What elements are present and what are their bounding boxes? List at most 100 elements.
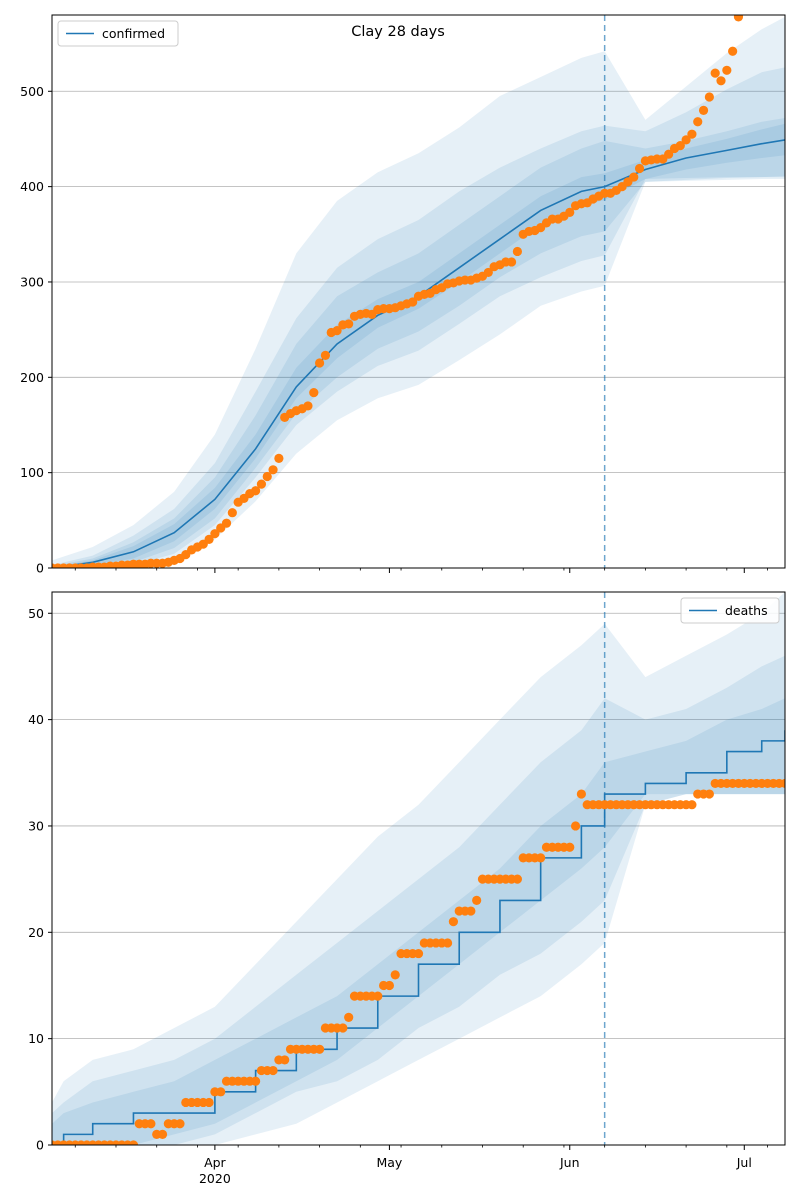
observed-point	[315, 358, 325, 368]
observed-point	[268, 1065, 278, 1076]
observed-point	[687, 129, 697, 139]
y-tick-label: 300	[20, 274, 44, 289]
legend-label: deaths	[725, 603, 768, 618]
observed-point	[320, 350, 331, 360]
observed-point	[570, 821, 581, 831]
observed-point	[146, 1119, 156, 1129]
observed-point	[390, 970, 400, 980]
x-tick-label: Jun	[559, 1155, 580, 1170]
y-tick-label: 100	[20, 465, 44, 480]
observed-point	[565, 842, 575, 852]
observed-point	[262, 471, 272, 482]
observed-point	[175, 1119, 185, 1129]
legend-box	[57, 20, 179, 47]
observed-point	[268, 465, 278, 475]
observed-point	[780, 778, 785, 789]
deaths-legend: deaths	[680, 597, 780, 624]
observed-point	[128, 1140, 139, 1145]
observed-point	[634, 163, 645, 174]
observed-point	[256, 479, 267, 489]
deaths-model-line	[52, 730, 785, 1145]
observed-point	[704, 92, 714, 102]
y-tick-label: 20	[28, 925, 44, 940]
observed-point	[629, 172, 639, 182]
plot-area	[52, 15, 785, 568]
prediction-band-1	[52, 655, 785, 1145]
y-tick-label: 10	[28, 1031, 44, 1046]
observed-point	[251, 1076, 261, 1086]
observed-point	[251, 486, 261, 496]
observed-point	[216, 1087, 226, 1097]
observed-point	[565, 207, 575, 217]
y-tick-label: 200	[20, 370, 44, 385]
observed-point	[693, 117, 703, 127]
chart-title: Clay 28 days	[351, 24, 445, 40]
y-tick-label: 0	[36, 561, 44, 576]
x-tick-label: Jul	[736, 1155, 752, 1170]
axes-frame	[51, 591, 786, 1146]
prediction-band-2	[52, 592, 785, 1145]
legend-label: confirmed	[102, 26, 165, 41]
observed-point	[332, 325, 342, 336]
observed-point	[413, 948, 424, 959]
observed-point	[675, 141, 685, 151]
observed-point	[483, 267, 493, 278]
confirmed-panel: 0 100 200 300 400 500 confirmed	[20, 14, 786, 576]
observed-point	[227, 508, 237, 518]
observed-point	[506, 257, 517, 267]
observed-point	[303, 401, 313, 411]
observed-point	[408, 297, 418, 307]
observed-point	[710, 68, 720, 78]
observed-point	[472, 895, 482, 906]
prediction-band-1	[52, 118, 785, 568]
observed-point	[687, 800, 697, 810]
prediction-band-0	[52, 698, 785, 1145]
observed-point	[728, 46, 738, 56]
y-tick-label: 500	[20, 84, 44, 99]
observed-point	[716, 76, 726, 86]
observed-point	[681, 135, 691, 145]
observed-point	[309, 387, 319, 398]
observed-point	[442, 938, 453, 948]
observed-point	[448, 917, 459, 927]
y-tick-label: 30	[28, 818, 44, 833]
observed-point	[204, 1097, 214, 1108]
observed-point	[373, 991, 383, 1001]
observed-point	[338, 1023, 348, 1033]
y-tick-label: 400	[20, 179, 44, 194]
observed-point	[466, 906, 476, 916]
observed-point	[733, 15, 744, 22]
observed-point	[157, 1129, 168, 1139]
observed-point	[384, 980, 395, 991]
x-tick-label: Apr	[204, 1155, 226, 1170]
axes-frame	[51, 14, 786, 569]
observed-point	[536, 853, 546, 863]
observed-point	[315, 1044, 325, 1054]
observed-point	[704, 789, 714, 799]
observed-point	[512, 874, 522, 884]
observed-point	[204, 534, 214, 544]
observed-point	[664, 149, 674, 159]
legend-box	[680, 597, 780, 624]
confirmed-model-line	[52, 139, 785, 568]
plot-area	[52, 592, 785, 1145]
observed-point	[512, 246, 522, 257]
observed-point	[344, 319, 354, 329]
observed-point	[221, 518, 232, 528]
observed-point	[576, 789, 586, 799]
observed-point	[344, 1012, 354, 1022]
observed-point	[280, 1055, 290, 1065]
x-tick-label: May	[376, 1155, 402, 1170]
observed-point	[698, 105, 709, 115]
x-tick-sublabel: 2020	[199, 1171, 231, 1186]
observed-point	[722, 65, 732, 75]
confirmed-legend: confirmed	[57, 20, 179, 47]
y-tick-label: 50	[28, 606, 44, 621]
observed-point	[274, 453, 284, 463]
y-tick-label: 0	[36, 1138, 44, 1153]
y-tick-label: 40	[28, 712, 44, 727]
